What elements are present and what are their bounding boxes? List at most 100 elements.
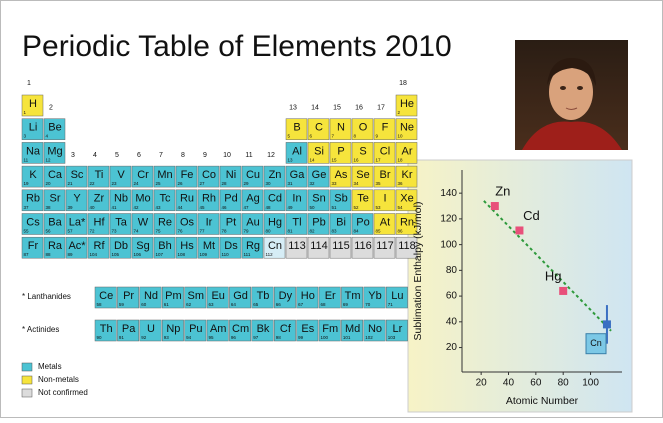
x-axis-title: Atomic Number	[506, 395, 579, 407]
element-symbol: Pd	[224, 193, 237, 205]
atomic-number: 96	[231, 335, 237, 340]
legend-label: Not confirmed	[38, 388, 88, 397]
element-cell	[385, 286, 408, 309]
element-cell	[373, 118, 396, 140]
group-number: 5	[115, 152, 119, 159]
atomic-number: 50	[310, 205, 316, 210]
atomic-number: 107	[156, 252, 164, 257]
title: Periodic Table of Elements 2010	[22, 30, 452, 63]
element-cell	[43, 213, 66, 235]
series-label: * Actinides	[22, 325, 59, 334]
atomic-number: 80	[266, 229, 272, 234]
group-number: 7	[159, 152, 163, 159]
element-symbol: Cu	[246, 169, 260, 181]
y-tick-label: 80	[446, 265, 458, 276]
element-cell	[131, 165, 154, 188]
atomic-number: 110	[222, 252, 230, 257]
element-cell	[87, 165, 110, 188]
group-number: 13	[289, 105, 297, 112]
element-cell	[219, 189, 242, 212]
atomic-number: 100	[321, 335, 329, 340]
element-cell	[318, 319, 341, 342]
atomic-number: 67	[298, 302, 304, 307]
element-symbol: Li	[29, 122, 38, 134]
element-cell	[273, 286, 296, 309]
element-cell	[153, 165, 176, 188]
atomic-number: 40	[90, 205, 96, 210]
element-symbol: Eu	[211, 290, 224, 302]
element-cell	[197, 189, 220, 212]
point-label: Zn	[495, 183, 510, 198]
element-cell	[87, 236, 110, 259]
element-cell	[21, 236, 44, 259]
atomic-number: 72	[90, 229, 96, 234]
element-cell	[395, 213, 418, 235]
element-symbol: Th	[100, 323, 113, 335]
element-symbol: Be	[48, 122, 61, 134]
element-symbol: Y	[73, 193, 81, 205]
element-cell	[43, 165, 66, 188]
element-symbol: Bh	[158, 240, 171, 252]
element-symbol: 116	[354, 240, 372, 252]
element-cell	[117, 286, 140, 309]
element-cell	[318, 286, 341, 309]
atomic-number: 75	[156, 229, 162, 234]
element-symbol: Er	[325, 290, 336, 302]
atomic-number: 30	[266, 181, 272, 186]
x-tick-label: 80	[558, 378, 570, 389]
element-symbol: Ta	[115, 216, 128, 228]
atomic-number: 95	[209, 335, 215, 340]
element-cell	[373, 236, 396, 259]
group-number: 11	[245, 152, 252, 159]
atomic-number: 69	[343, 302, 349, 307]
atomic-number: 8	[354, 134, 357, 139]
element-cell	[285, 213, 308, 235]
element-cell	[21, 94, 44, 117]
atomic-number: 15	[332, 157, 338, 162]
x-tick-label: 60	[530, 378, 542, 389]
element-symbol: Pu	[189, 323, 202, 335]
periodic-table: H1He2Li3Be4B5C6N7O8F9Ne10Na11Mg12Al13Si1…	[21, 80, 418, 398]
element-cell	[197, 236, 220, 259]
group-number: 17	[377, 105, 385, 112]
atomic-number: 32	[310, 181, 316, 186]
element-symbol: Lr	[393, 323, 403, 335]
element-symbol: Sc	[71, 169, 84, 181]
element-cell	[373, 189, 396, 212]
y-tick-label: 120	[440, 214, 457, 225]
element-cell	[351, 165, 374, 188]
element-cell	[21, 118, 44, 140]
element-symbol: Nb	[114, 193, 128, 205]
element-symbol: Fr	[28, 240, 39, 252]
atomic-number: 45	[200, 205, 206, 210]
element-cell	[273, 319, 296, 342]
atomic-number: 25	[156, 181, 162, 186]
element-cell	[307, 189, 330, 212]
element-symbol: Ne	[400, 122, 414, 134]
atomic-number: 48	[266, 205, 272, 210]
element-symbol: Ir	[206, 216, 213, 228]
element-symbol: Cd	[268, 193, 282, 205]
element-cell	[153, 213, 176, 235]
element-cell	[139, 286, 162, 309]
element-symbol: Ds	[224, 240, 238, 252]
element-cell	[109, 213, 132, 235]
atomic-number: 62	[186, 302, 192, 307]
chart-background	[407, 159, 633, 413]
atomic-number: 24	[134, 181, 140, 186]
y-tick-label: 20	[446, 342, 458, 353]
group-number: 3	[71, 152, 75, 159]
group-number: 16	[355, 105, 363, 112]
atomic-number: 88	[46, 252, 52, 257]
atomic-number: 55	[24, 229, 30, 234]
element-cell	[351, 236, 374, 259]
element-cell	[43, 236, 66, 259]
element-cell	[395, 142, 418, 164]
element-symbol: Sr	[50, 193, 61, 205]
element-symbol: Pr	[123, 290, 134, 302]
element-cell	[175, 165, 198, 188]
atomic-number: 59	[119, 302, 125, 307]
element-symbol: Cs	[26, 216, 40, 228]
atomic-number: 46	[222, 205, 228, 210]
